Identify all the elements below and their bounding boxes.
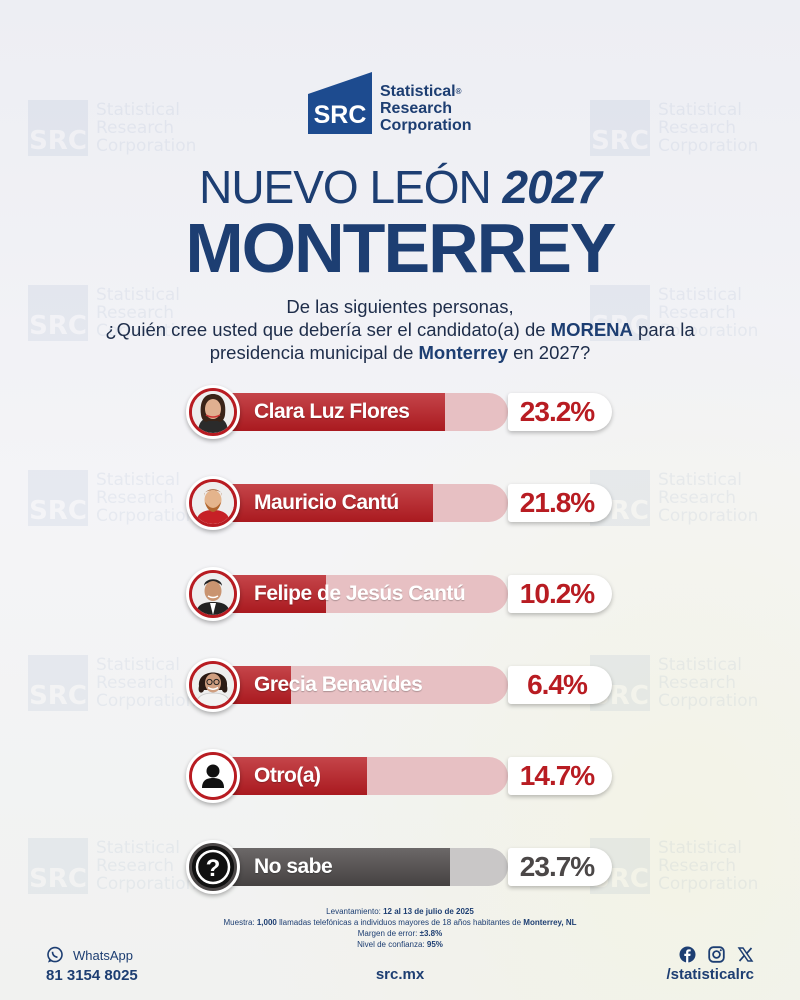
data-label: 6.4% bbox=[527, 669, 588, 700]
state-name: NUEVO LEÓN bbox=[199, 161, 492, 213]
whatsapp-number[interactable]: 81 3154 8025 bbox=[46, 967, 138, 984]
bar bbox=[208, 848, 451, 886]
candidate-name: Mauricio Cantú bbox=[254, 491, 399, 514]
note-value: ±3.8% bbox=[419, 929, 443, 938]
data-label: 10.2% bbox=[519, 578, 595, 609]
question-mark-icon: ? bbox=[186, 840, 240, 894]
brand-line-1: Statistical bbox=[380, 83, 456, 100]
question-text: para la bbox=[638, 319, 695, 340]
note-value: 12 al 13 de julio de 2025 bbox=[383, 907, 474, 916]
city-title: MONTERREY bbox=[185, 209, 616, 287]
watermark: SRC Statistical Research Corporation bbox=[590, 655, 759, 711]
data-label: 21.8% bbox=[519, 487, 595, 518]
watermark: SRC Statistical Research Corporation bbox=[28, 100, 197, 156]
note-value: 1,000 bbox=[256, 918, 277, 927]
election-year: 2027 bbox=[502, 161, 602, 213]
note-label: Nivel de confianza: bbox=[357, 940, 425, 949]
bar bbox=[208, 484, 433, 522]
candidate-photo-icon bbox=[186, 476, 240, 530]
logo-mark-text: SRC bbox=[313, 101, 367, 129]
logo-mark-icon: SRC bbox=[308, 72, 372, 134]
bar-track bbox=[208, 757, 508, 795]
city-name: Monterrey bbox=[418, 342, 508, 363]
result-row: Grecia Benavides 6.4% bbox=[186, 658, 612, 712]
person-silhouette-icon bbox=[186, 749, 240, 803]
watermark: SRC Statistical Research Corporation bbox=[28, 655, 197, 711]
question-text: ¿Quién cree usted que debería ser el can… bbox=[105, 319, 546, 340]
question-line-1: De las siguientes personas, bbox=[286, 296, 514, 317]
candidate-photo-icon bbox=[186, 567, 240, 621]
bar-track bbox=[208, 393, 508, 431]
note-text: llamadas telefónicas a individuos mayore… bbox=[279, 918, 522, 927]
survey-question: De las siguientes personas, ¿Quién cree … bbox=[40, 295, 760, 364]
party-name: MORENA bbox=[550, 319, 633, 340]
data-label: 23.7% bbox=[519, 851, 595, 882]
question-line-2: ¿Quién cree usted que debería ser el can… bbox=[40, 318, 760, 341]
result-row: Otro(a) 14.7% bbox=[186, 749, 612, 803]
data-label: 23.2% bbox=[519, 396, 595, 427]
bar-track bbox=[208, 848, 508, 886]
note-value: 95% bbox=[426, 940, 443, 949]
watermark: SRC Statistical Research Corporation bbox=[590, 470, 759, 526]
percentage-box: 10.2% bbox=[508, 575, 612, 613]
candidate-photo-icon bbox=[186, 385, 240, 439]
question-line-3: presidencia municipal de Monterrey en 20… bbox=[40, 341, 760, 364]
note-label: Levantamiento: bbox=[326, 907, 381, 916]
whatsapp-icon bbox=[46, 946, 64, 964]
brand-logo: SRC Statistical® Research Corporation bbox=[308, 72, 472, 134]
bar-track bbox=[208, 484, 508, 522]
watermark: SRC Statistical Research Corporation bbox=[590, 838, 759, 894]
candidate-name: Felipe de Jesús Cantú bbox=[254, 582, 466, 605]
whatsapp-contact[interactable]: WhatsApp 81 3154 8025 bbox=[46, 946, 138, 984]
brand-name: Statistical® Research Corporation bbox=[380, 83, 472, 134]
percentage-box: 23.2% bbox=[508, 393, 612, 431]
candidate-name: Otro(a) bbox=[254, 764, 321, 787]
social-links: /statisticalrc bbox=[666, 946, 754, 983]
note-value: Monterrey, NL bbox=[523, 918, 577, 927]
note-label: Margen de error: bbox=[357, 929, 418, 938]
result-row: Felipe de Jesús Cantú 10.2% bbox=[186, 567, 612, 621]
percentage-box: 21.8% bbox=[508, 484, 612, 522]
instagram-icon[interactable] bbox=[708, 946, 725, 963]
candidate-photo-icon bbox=[186, 658, 240, 712]
whatsapp-label: WhatsApp bbox=[73, 947, 133, 963]
facebook-icon[interactable] bbox=[679, 946, 696, 963]
watermark: SRC Statistical Research Corporation bbox=[28, 470, 197, 526]
brand-line-3: Corporation bbox=[380, 117, 472, 134]
note-label: Muestra: bbox=[223, 918, 255, 927]
website-link[interactable]: src.mx bbox=[375, 966, 425, 983]
social-handle[interactable]: /statisticalrc bbox=[666, 966, 754, 983]
candidate-name: No sabe bbox=[254, 855, 333, 878]
watermark: SRC Statistical Research Corporation bbox=[590, 100, 759, 156]
watermark: SRC Statistical Research Corporation bbox=[28, 838, 197, 894]
methodology-notes: Levantamiento: 12 al 13 de julio de 2025… bbox=[0, 906, 800, 950]
candidate-name: Clara Luz Flores bbox=[254, 400, 410, 423]
x-icon[interactable] bbox=[737, 946, 754, 963]
result-row: Clara Luz Flores 23.2% bbox=[186, 385, 612, 439]
state-heading: NUEVO LEÓN 2027 bbox=[0, 160, 800, 214]
bar bbox=[208, 393, 446, 431]
svg-text:?: ? bbox=[206, 855, 221, 882]
result-row: Mauricio Cantú 21.8% bbox=[186, 476, 612, 530]
candidate-name: Grecia Benavides bbox=[254, 673, 423, 696]
percentage-box: 14.7% bbox=[508, 757, 612, 795]
question-text: en 2027? bbox=[513, 342, 591, 363]
percentage-box: 23.7% bbox=[508, 848, 612, 886]
question-text: presidencia municipal de bbox=[209, 342, 414, 363]
registered-mark: ® bbox=[455, 87, 462, 96]
result-row: ? No sabe 23.7% bbox=[186, 840, 612, 894]
brand-line-2: Research bbox=[380, 100, 453, 117]
percentage-box: 6.4% bbox=[508, 666, 612, 704]
data-label: 14.7% bbox=[519, 760, 595, 791]
